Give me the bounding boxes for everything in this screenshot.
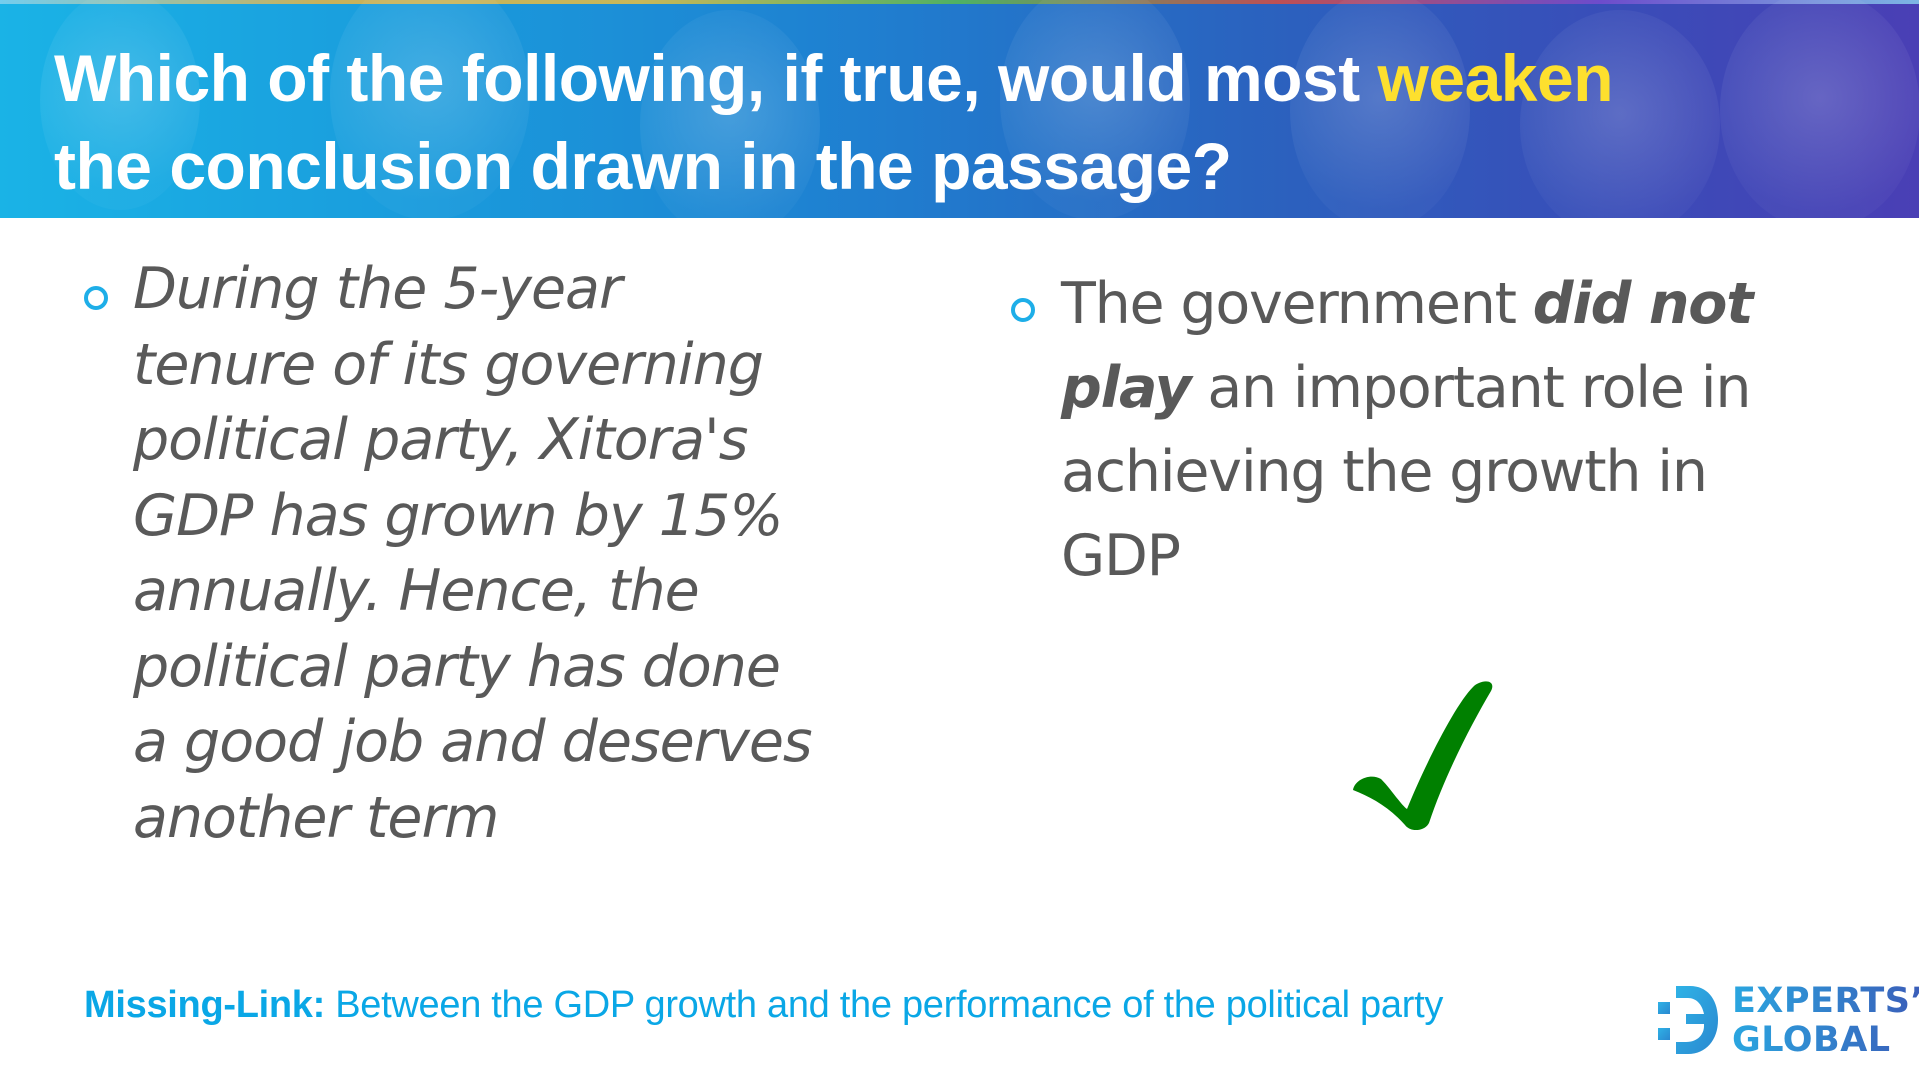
background-photo [40, 0, 200, 210]
answer-text-part: GDP [1061, 523, 1181, 589]
title-text-line2: the conclusion drawn in the passage? [54, 129, 1232, 203]
circle-bullet-icon [84, 286, 108, 310]
logo-line: EXPERTS’ [1732, 981, 1919, 1021]
passage-line: political party has done [133, 633, 781, 700]
header-banner: Which of the following, if true, would m… [0, 0, 1919, 218]
answer-column: The government did not play an important… [1005, 262, 1825, 598]
answer-emphasis: did not [1532, 271, 1754, 337]
answer-text-part: achieving the growth in [1061, 439, 1708, 505]
passage-text: During the 5-year tenure of its governin… [133, 252, 840, 856]
missing-link-label: Missing-Link: [84, 984, 325, 1026]
background-photo [1290, 0, 1470, 218]
background-photo [640, 10, 820, 218]
title-text: Which of the following, if true, would m… [54, 41, 1378, 115]
passage-line: GDP has grown by 15% [133, 482, 784, 549]
circle-bullet-icon [1011, 298, 1035, 322]
logo-wordmark: EXPERTS’ GLOBAL [1732, 982, 1919, 1060]
background-photo [1520, 10, 1720, 218]
answer-text-part: The government [1061, 271, 1533, 337]
passage-line: tenure of its governing [133, 331, 764, 398]
passage-line: annually. Hence, the [133, 558, 700, 624]
passage-line: another term [133, 784, 499, 851]
passage-line: political party, Xitora's [133, 407, 748, 473]
background-photo [330, 0, 530, 218]
experts-global-logo: EXPERTS’ GLOBAL [1656, 984, 1906, 1056]
experts-global-g-icon [1658, 986, 1718, 1054]
passage-line: During the 5-year [133, 256, 622, 322]
answer-text-part: an important role in [1190, 355, 1751, 421]
answer-text: The government did not play an important… [1061, 262, 1825, 598]
checkmark-icon [1353, 681, 1493, 830]
passage-line: a good job and deserves [133, 709, 813, 775]
missing-link-text: Between the GDP growth and the performan… [325, 984, 1444, 1026]
question-title: Which of the following, if true, would m… [54, 34, 1874, 210]
background-photo [1000, 0, 1190, 218]
background-photo [1720, 0, 1919, 218]
missing-link-note: Missing-Link: Between the GDP growth and… [84, 984, 1443, 1027]
logo-line: GLOBAL [1732, 1020, 1891, 1060]
title-highlight: weaken [1377, 41, 1614, 115]
answer-emphasis: play [1061, 355, 1192, 421]
passage-column: During the 5-year tenure of its governin… [80, 252, 840, 856]
